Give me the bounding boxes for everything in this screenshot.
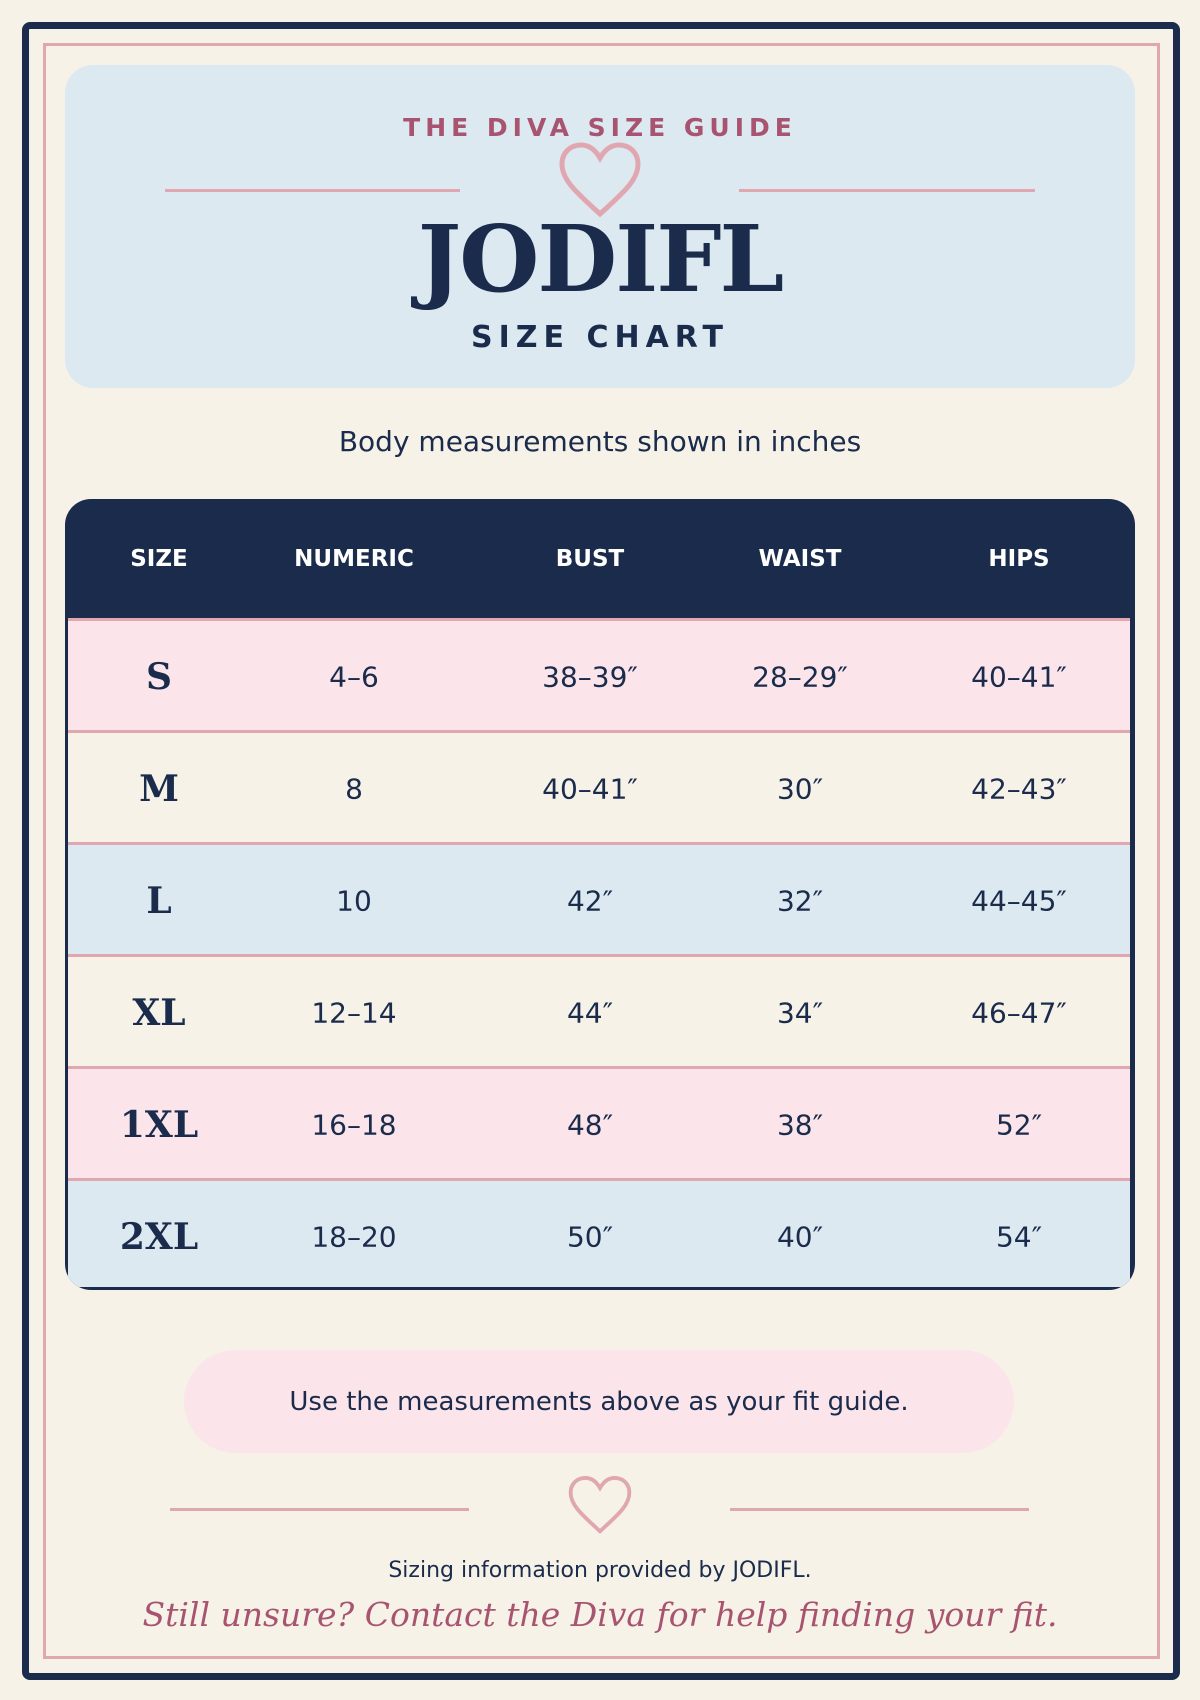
note: Use the measurements above as your fit g… [184, 1350, 1014, 1453]
eyebrow: THE DIVA SIZE GUIDE [403, 113, 797, 142]
size-label: S [146, 656, 172, 698]
table-cell: 4–6 [329, 660, 379, 694]
column-header: WAIST [758, 545, 842, 572]
divider [170, 1508, 469, 1511]
divider [165, 189, 460, 192]
size-table: SIZE NUMERIC BUST WAIST HIPS S 4–6 38–39″ 28–29″… [65, 499, 1135, 1290]
table-cell: 30″ [776, 772, 824, 806]
header-panel [65, 65, 1135, 388]
table-cell: 28–29″ [752, 660, 848, 694]
table-cell: 32″ [776, 884, 824, 918]
table-cell: 40″ [776, 1220, 824, 1254]
table-cell: 8 [345, 772, 363, 806]
table-cell: 46–47″ [971, 996, 1067, 1030]
heart-icon [559, 142, 641, 218]
column-header: SIZE [130, 545, 188, 572]
table-row: 1XL 16–18 48″ 38″ 52″ [68, 1066, 1130, 1178]
table-row: L 10 42″ 32″ 44–45″ [68, 842, 1130, 954]
heart-icon [568, 1476, 632, 1534]
brand: JODIFL [417, 205, 785, 313]
subtitle: Body measurements shown in inches [338, 425, 862, 458]
table-cell: 18–20 [311, 1220, 397, 1254]
size-label: 1XL [119, 1104, 199, 1146]
column-header: NUMERIC [294, 545, 414, 572]
table-row: 2XL 18–20 50″ 40″ 54″ [68, 1178, 1130, 1287]
table-cell: 40–41″ [542, 772, 638, 806]
column-header: HIPS [988, 545, 1050, 572]
table-cell: 44″ [566, 996, 614, 1030]
table-cell: 12–14 [311, 996, 397, 1030]
table-row: S 4–6 38–39″ 28–29″ 40–41″ [68, 618, 1130, 730]
table-cell: 40–41″ [971, 660, 1067, 694]
divider [739, 189, 1035, 192]
size-label: 2XL [119, 1216, 199, 1258]
size-label: XL [132, 992, 186, 1034]
table-cell: 52″ [995, 1108, 1043, 1142]
table-cell: 42″ [566, 884, 614, 918]
table-cell: 42–43″ [971, 772, 1067, 806]
size-label: M [139, 768, 179, 810]
table-cell: 38–39″ [542, 660, 638, 694]
credit: Sizing information provided by JODIFL. [388, 1558, 812, 1583]
table-cell: 48″ [566, 1108, 614, 1142]
table-cell: 44–45″ [971, 884, 1067, 918]
size-label: L [146, 880, 172, 922]
column-header: BUST [555, 545, 625, 572]
title: SIZE CHART [470, 320, 730, 355]
tagline: Still unsure? Contact the Diva for help … [142, 1595, 1058, 1634]
table-cell: 16–18 [311, 1108, 397, 1142]
table-cell: 54″ [995, 1220, 1043, 1254]
note-text: Use the measurements above as your fit g… [289, 1386, 909, 1417]
table-cell: 34″ [776, 996, 824, 1030]
divider [730, 1508, 1029, 1511]
table-cell: 10 [336, 884, 372, 918]
outer-frame [22, 22, 1180, 1680]
table-cell: 38″ [776, 1108, 824, 1142]
table-cell: 50″ [566, 1220, 614, 1254]
table-row: XL 12–14 44″ 34″ 46–47″ [68, 954, 1130, 1066]
table-row: M 8 40–41″ 30″ 42–43″ [68, 730, 1130, 842]
inner-frame [43, 43, 1160, 1659]
